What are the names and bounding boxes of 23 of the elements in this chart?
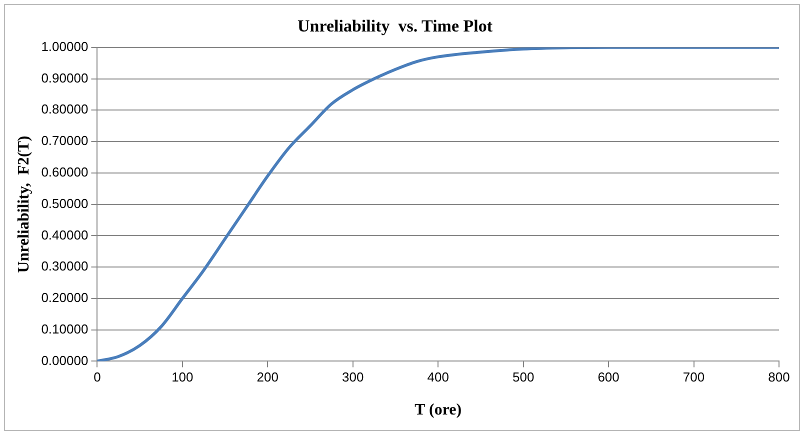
x-tick-label: 300 [342, 370, 364, 385]
y-tick-label: 0.90000 [41, 70, 88, 86]
x-tick-label: 200 [256, 370, 278, 385]
y-tick-label: 0.30000 [41, 258, 88, 274]
x-tick-label: 400 [427, 370, 449, 385]
chart-title: Unreliability vs. Time Plot [297, 16, 493, 36]
y-tick-label: 0.20000 [41, 290, 88, 306]
y-tick-label: 0.50000 [41, 196, 88, 211]
x-tick-label: 800 [768, 370, 790, 385]
y-tick-label: 0.80000 [41, 102, 88, 117]
y-tick-label: 0.40000 [41, 227, 88, 242]
x-tick-label: 0 [94, 370, 101, 385]
x-tick-label: 500 [512, 370, 534, 385]
y-tick-label: 0.60000 [41, 164, 88, 180]
y-axis-title: Unreliability, F2(T) [16, 136, 33, 273]
y-tick-label: 0.70000 [41, 133, 88, 148]
x-tick-label: 100 [172, 370, 194, 385]
x-tick-label: 700 [682, 370, 705, 385]
y-tick-label: 0.10000 [41, 321, 88, 336]
x-tick-label: 600 [598, 370, 620, 385]
x-axis-title: T (ore) [414, 402, 462, 419]
y-tick-label: 0.00000 [41, 352, 88, 368]
y-tick-label: 1.00000 [41, 38, 88, 54]
